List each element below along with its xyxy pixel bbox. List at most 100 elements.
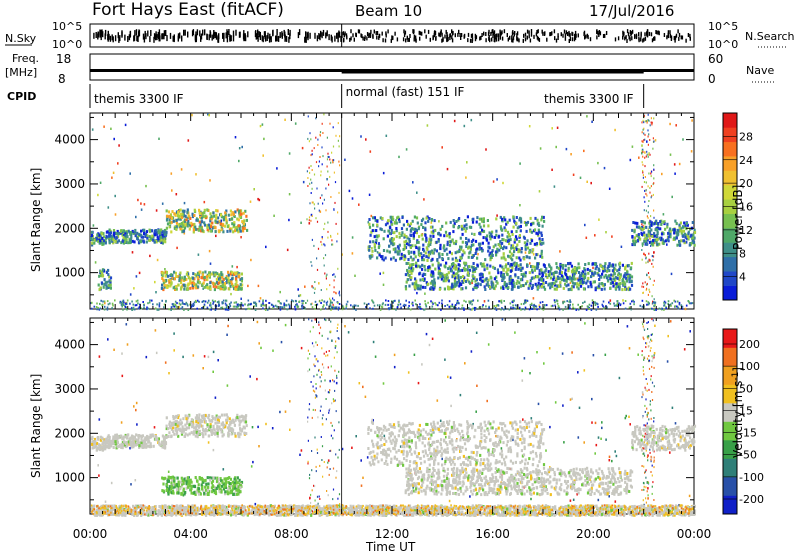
echo-cell	[489, 258, 492, 262]
echo-cell	[166, 274, 169, 278]
echo-cell	[664, 239, 667, 243]
echo-cell	[538, 224, 541, 227]
scatter-cell	[311, 238, 313, 241]
nsky-mark	[442, 36, 444, 41]
scatter-cell	[653, 117, 655, 120]
nsky-mark	[243, 30, 245, 37]
echo-cell	[693, 228, 696, 232]
nsky-mark	[571, 31, 573, 36]
ground-scatter-cell	[132, 306, 135, 309]
echo-cell	[181, 230, 184, 234]
echo-cell	[564, 282, 567, 286]
echo-cell	[583, 277, 586, 281]
ground-scatter-cell	[242, 304, 244, 307]
scatter-cell	[509, 235, 512, 238]
ground-scatter-cell	[435, 303, 437, 306]
cpid-segment-label: themis 3300 IF	[544, 92, 634, 106]
scatter-cell	[154, 329, 157, 332]
echo-cell	[428, 265, 431, 269]
echo-cell	[117, 239, 120, 243]
nsky-mark	[404, 30, 407, 35]
echo-cell	[209, 281, 212, 285]
scatter-cell	[683, 348, 686, 351]
scatter-cell	[118, 144, 120, 147]
scatter-cell	[173, 349, 175, 352]
scatter-cell	[360, 459, 362, 462]
nsky-mark	[163, 33, 165, 40]
scatter-cell	[182, 355, 184, 359]
echo-cell	[97, 233, 101, 237]
echo-cell	[110, 231, 113, 235]
echo-cell	[537, 281, 540, 285]
echo-cell	[421, 255, 424, 259]
scatter-cell	[360, 135, 362, 138]
echo-cell	[596, 271, 599, 275]
nsky-mark	[419, 36, 421, 41]
echo-cell	[187, 276, 190, 280]
nsky-mark	[638, 32, 640, 37]
nsky-mark	[97, 33, 99, 40]
nsky-mark	[449, 33, 451, 38]
ground-scatter-cell	[590, 309, 593, 311]
date-label: 17/Jul/2016	[589, 2, 674, 20]
echo-cell	[658, 242, 661, 246]
echo-cell	[422, 272, 425, 276]
echo-cell	[562, 286, 565, 290]
ground-scatter-cell	[503, 308, 505, 311]
echo-cell	[446, 273, 449, 277]
scatter-cell	[653, 242, 655, 244]
echo-cell	[241, 220, 244, 224]
echo-cell	[510, 278, 513, 282]
scatter-cell	[643, 127, 645, 130]
echo-cell	[459, 245, 462, 249]
scatter-cell	[314, 499, 316, 502]
scatter-cell	[321, 243, 323, 246]
scatter-cell	[140, 236, 143, 239]
scatter-cell	[594, 452, 596, 455]
ground-scatter-cell	[396, 306, 399, 308]
echo-cell	[394, 247, 397, 251]
scatter-cell	[625, 414, 627, 418]
nsky-mark	[687, 33, 690, 37]
scatter-cell	[653, 352, 656, 355]
nsky-mark	[340, 35, 342, 42]
scatter-cell	[332, 467, 335, 470]
echo-cell	[227, 279, 230, 283]
echo-cell	[100, 271, 104, 275]
echo-cell	[200, 276, 203, 280]
scatter-cell	[336, 376, 338, 379]
scatter-cell	[629, 158, 632, 162]
ground-scatter-cell	[446, 304, 449, 306]
echo-cell	[165, 278, 168, 282]
scatter-cell	[319, 376, 321, 379]
echo-cell	[206, 208, 209, 212]
echo-cell	[644, 240, 647, 244]
scatter-cell	[307, 370, 309, 373]
ground-scatter-cell	[218, 300, 220, 303]
echo-cell	[236, 287, 239, 291]
echo-cell	[631, 228, 634, 232]
scatter-cell	[307, 137, 309, 140]
ground-scatter-cell	[173, 308, 175, 311]
echo-cell	[101, 274, 105, 278]
echo-cell	[107, 273, 110, 277]
echo-cell	[196, 218, 199, 222]
ground-scatter-cell	[524, 306, 527, 309]
scatter-cell	[176, 246, 178, 250]
ground-scatter-cell	[425, 305, 428, 308]
echo-cell	[201, 273, 204, 277]
ground-scatter-cell	[629, 302, 632, 305]
echo-cell	[524, 282, 528, 286]
ground-scatter-cell	[456, 302, 458, 305]
scatter-cell	[648, 288, 650, 291]
echo-cell	[458, 258, 462, 262]
echo-cell	[404, 273, 407, 277]
ground-scatter-cell	[209, 302, 212, 305]
echo-cell	[129, 232, 132, 236]
echo-cell	[684, 223, 687, 227]
echo-cell	[217, 281, 220, 285]
scatter-cell	[136, 423, 138, 426]
echo-cell	[107, 286, 110, 289]
echo-cell	[520, 220, 523, 224]
echo-cell	[683, 241, 686, 245]
